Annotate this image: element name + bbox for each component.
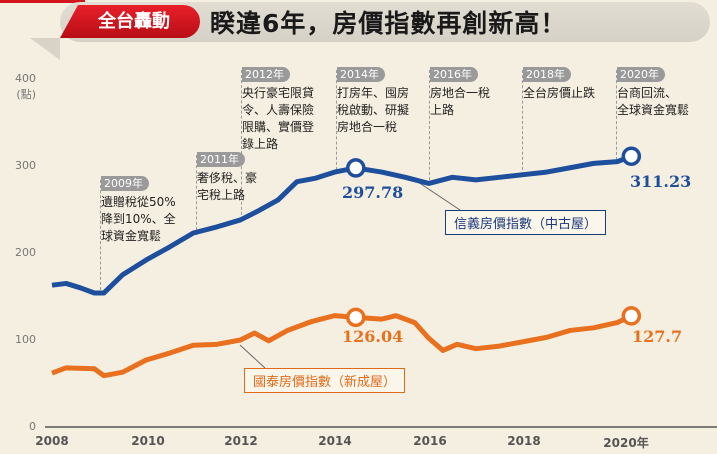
annotation-line-2018: [522, 70, 523, 175]
annotation-text: 全台房價止跌: [523, 86, 596, 100]
x-tick-2020: 2020年: [603, 436, 649, 450]
annotation-line-2014: [336, 70, 337, 170]
value-label-cathay-2014: 126.04: [342, 327, 404, 346]
highlight-point: [346, 158, 366, 178]
value-label-cathay-2020: 127.7: [632, 327, 683, 346]
highlight-point: [621, 306, 642, 326]
annotation-2020: 2020年台商回流、 全球資金寬鬆: [617, 66, 689, 119]
x-tick-2016: 2016: [413, 434, 447, 448]
annotation-year: 2018年: [523, 67, 571, 82]
banner-shadow: [30, 38, 60, 60]
annotation-year: 2016年: [430, 67, 478, 82]
annotation-2012: 2012年央行豪宅限貸 令、人壽保險 限購、實價登 錄上路: [242, 66, 314, 153]
annotation-text: 房地合一稅 上路: [430, 86, 491, 117]
x-tick-2018: 2018: [507, 434, 541, 448]
legend-leader-line: [239, 344, 266, 369]
legend-leader-line: [414, 179, 461, 211]
annotation-2016: 2016年房地合一稅 上路: [430, 66, 490, 119]
y-tick-0: 0: [29, 420, 36, 433]
series-line-cathay: [51, 313, 633, 379]
value-label-xinyi-2014: 297.78: [342, 183, 404, 202]
annotation-year: 2012年: [242, 67, 290, 82]
annotation-line-2020: [616, 70, 617, 160]
annotation-line-2016: [429, 70, 430, 180]
y-tick-100: 100: [15, 333, 36, 346]
annotation-2011: 2011年奢侈稅、豪 宅稅上路: [197, 151, 257, 204]
red-accent-bar: [0, 0, 85, 3]
y-tick-200: 200: [15, 246, 36, 259]
legend-xinyi: 信義房價指數（中古屋）: [445, 210, 607, 235]
x-tick-2008: 2008: [35, 434, 69, 448]
annotation-year: 2009年: [101, 176, 149, 191]
x-tick-2014: 2014: [318, 434, 352, 448]
annotation-text: 台商回流、 全球資金寬鬆: [617, 86, 690, 117]
x-tick-2012: 2012: [224, 434, 258, 448]
y-tick-400: 400: [15, 72, 36, 85]
annotation-line-2012: [241, 70, 242, 220]
page-title: 睽違6年，房價指數再創新高！: [210, 9, 567, 38]
legend-cathay: 國泰房價指數（新成屋）: [244, 368, 406, 393]
series-line-xinyi: [51, 153, 633, 296]
x-tick-2010: 2010: [131, 434, 165, 448]
annotation-text: 奢侈稅、豪 宅稅上路: [197, 171, 258, 202]
annotation-2018: 2018年全台房價止跌: [523, 66, 595, 102]
annotation-text: 央行豪宅限貸 令、人壽保險 限購、實價登 錄上路: [242, 86, 315, 151]
annotation-year: 2014年: [337, 67, 385, 82]
annotation-2009: 2009年遺贈稅從50% 降到10%、全 球資金寬鬆: [101, 175, 176, 245]
annotation-text: 遺贈稅從50% 降到10%、全 球資金寬鬆: [101, 195, 176, 243]
value-label-xinyi-2020: 311.23: [630, 172, 692, 191]
annotation-2014: 2014年打房年、囤房 稅啟動、研擬 房地合一稅: [337, 66, 409, 136]
y-axis-unit: (點): [16, 88, 36, 101]
y-tick-300: 300: [15, 159, 36, 172]
highlight-point: [346, 307, 366, 328]
annotation-text: 打房年、囤房 稅啟動、研擬 房地合一稅: [337, 86, 410, 134]
annotation-year: 2020年: [617, 67, 665, 82]
annotation-line-2009: [100, 180, 101, 290]
highlight-point: [621, 146, 642, 166]
annotation-year: 2011年: [197, 152, 245, 167]
badge: 全台轟動: [60, 5, 200, 38]
annotation-line-2011: [196, 155, 197, 235]
